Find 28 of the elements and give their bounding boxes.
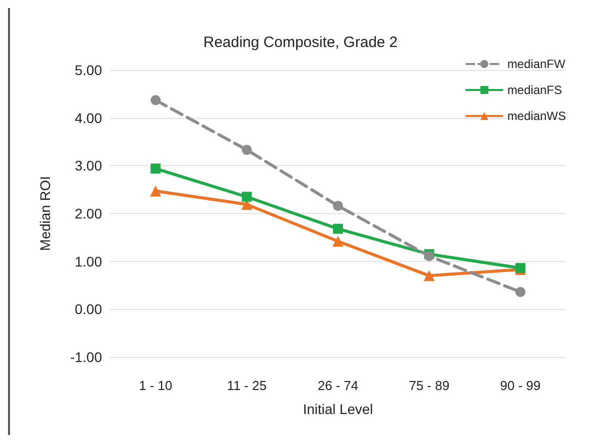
y-tick-label: 0.00 (74, 301, 102, 318)
point (242, 144, 252, 155)
point (150, 186, 162, 197)
y-axis-title: Median ROI (37, 176, 53, 251)
x-tick-label: 11 - 25 (227, 378, 267, 393)
point (242, 192, 252, 202)
point (424, 270, 435, 282)
y-tick-label: 4.00 (74, 110, 102, 126)
x-tick-label: 26 - 74 (318, 378, 358, 393)
legend-label: medianFW (507, 57, 566, 71)
point (333, 224, 343, 234)
x-tick-label: 1 - 10 (138, 378, 172, 393)
point (515, 286, 526, 297)
x-axis-title: Initial Level (302, 401, 374, 417)
point (333, 200, 343, 211)
point (332, 236, 344, 247)
legend-label: medianWS (507, 109, 566, 123)
y-tick-label: 3.00 (74, 158, 102, 174)
point (150, 164, 161, 174)
x-tick-label: 90 - 99 (500, 378, 541, 393)
y-tick-label: -1.00 (70, 349, 102, 365)
legend-label: medianFS (507, 83, 562, 97)
x-tick-label: 75 - 89 (408, 378, 450, 393)
y-tick-label: 1.00 (74, 253, 102, 270)
point (150, 95, 161, 106)
y-tick-label: 5.00 (74, 62, 102, 78)
chart-title: Reading Composite, Grade 2 (203, 34, 398, 51)
y-tick-label: 2.00 (74, 206, 102, 222)
